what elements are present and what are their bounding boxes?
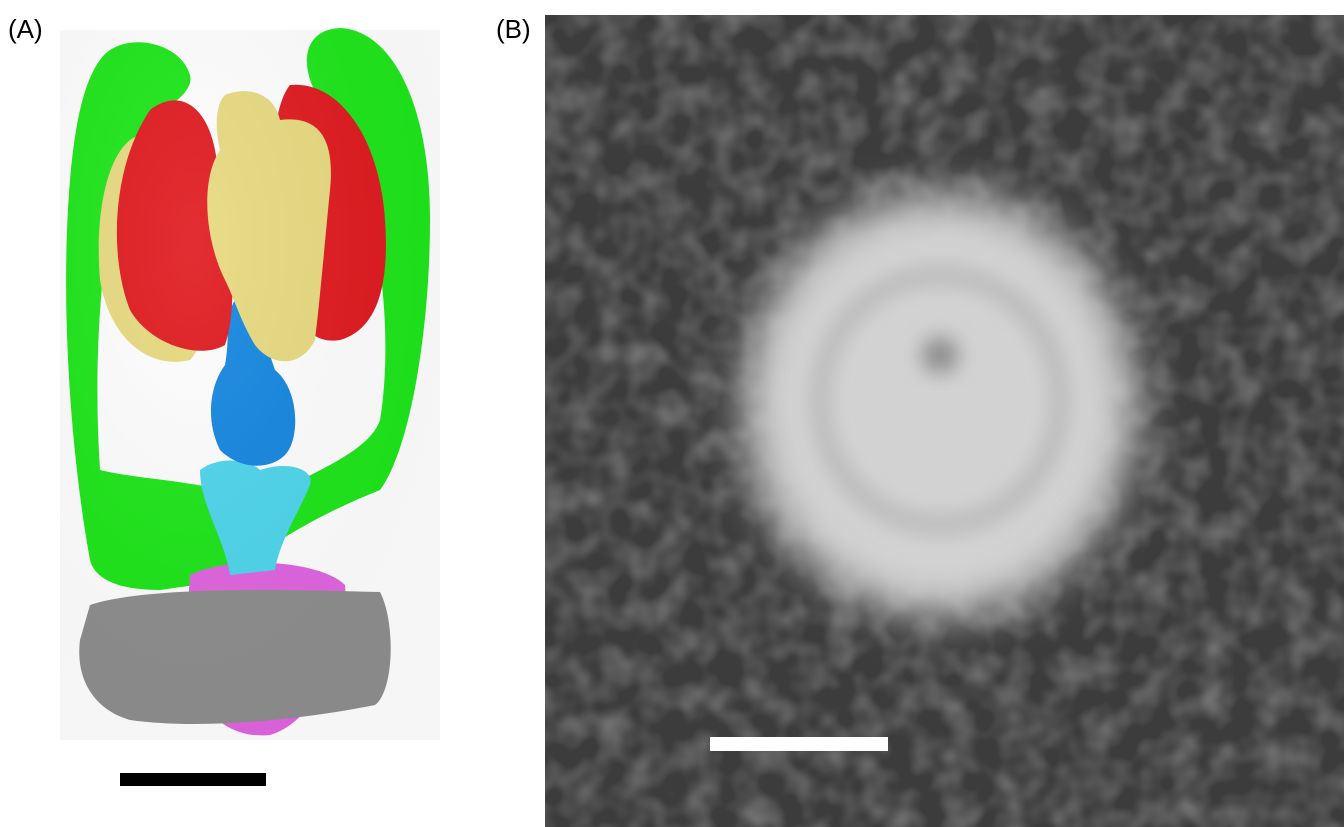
panel-label: (B) <box>496 14 531 44</box>
figure: (A) (B) <box>0 0 1344 827</box>
particle-center <box>922 337 958 373</box>
panel-b: (B) <box>496 14 1344 827</box>
scale-bar <box>120 773 266 786</box>
page: {"panels": [{"label": "(A)"}, {"label": … <box>0 0 1344 827</box>
particle <box>745 195 1135 615</box>
panel-label: (A) <box>8 14 43 44</box>
scale-bar <box>710 737 888 751</box>
panel-a: (A) <box>8 14 440 786</box>
shading <box>60 30 440 740</box>
